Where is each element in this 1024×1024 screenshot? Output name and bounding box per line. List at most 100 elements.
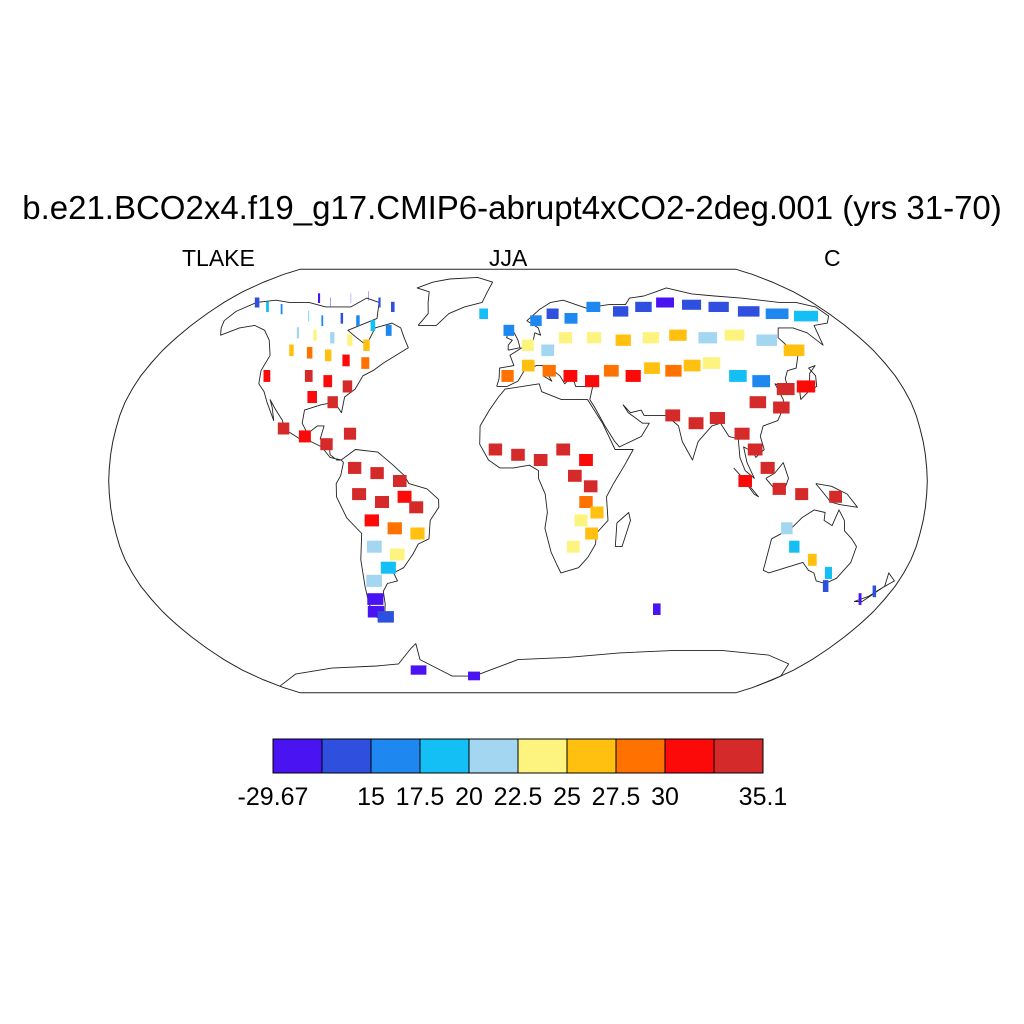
data-cell — [563, 370, 578, 382]
north-america-coast — [220, 297, 409, 461]
colorbar-tick-label: 35.1 — [738, 783, 788, 811]
colorbar-tick-label: -29.67 — [237, 783, 309, 811]
colorbar-swatch — [615, 738, 666, 774]
data-cell — [772, 482, 786, 495]
data-cell — [370, 467, 384, 480]
data-cell — [579, 496, 593, 508]
colorbar-tick-label: 30 — [651, 783, 679, 811]
data-cell — [872, 585, 877, 598]
variable-label: TLAKE — [182, 245, 255, 271]
data-cell — [644, 362, 660, 374]
data-cell — [370, 320, 376, 332]
data-cell — [682, 299, 702, 310]
data-cell — [583, 480, 598, 493]
data-cell — [347, 334, 353, 346]
data-cell — [574, 514, 588, 527]
colorbar-tick-label: 22.5 — [493, 783, 543, 811]
data-cell — [366, 540, 382, 553]
data-cell — [789, 540, 800, 553]
data-cell — [783, 344, 805, 357]
data-cell — [546, 308, 559, 319]
data-cell — [397, 490, 412, 503]
data-cell — [747, 443, 763, 456]
data-cell — [521, 339, 534, 351]
season-label: JJA — [489, 245, 528, 271]
data-cell — [533, 454, 548, 466]
data-cell — [558, 332, 573, 344]
data-cell — [564, 313, 578, 324]
data-cell — [266, 301, 269, 312]
data-cell — [586, 301, 601, 312]
madagascar-coast — [614, 512, 631, 548]
greenland-coast — [416, 276, 494, 326]
data-cell — [683, 359, 701, 372]
colorbar-swatch — [566, 738, 617, 774]
data-cell — [361, 357, 370, 369]
data-cell — [289, 344, 294, 357]
data-cell — [410, 665, 427, 675]
data-cell — [635, 301, 652, 312]
data-cell — [734, 427, 750, 440]
data-cell — [318, 293, 321, 303]
data-cell — [380, 561, 396, 574]
data-cell — [377, 611, 394, 623]
data-cell — [307, 391, 317, 403]
colorbar-swatch — [272, 738, 323, 774]
data-cell — [323, 375, 333, 388]
colorbar-swatch — [321, 738, 372, 774]
data-cell — [389, 548, 405, 561]
colorbar-swatch — [713, 738, 764, 774]
data-cell — [501, 370, 514, 382]
data-cell — [320, 438, 333, 451]
data-cell — [342, 354, 350, 367]
data-cell — [749, 396, 767, 409]
colorbar-tick-label: 27.5 — [591, 783, 641, 811]
data-cell — [665, 364, 682, 377]
data-cell — [585, 375, 600, 388]
data-cell — [308, 310, 310, 322]
data-cell — [829, 490, 842, 503]
data-cell — [321, 315, 324, 327]
data-cell — [356, 315, 360, 327]
data-cell — [765, 308, 789, 319]
data-cell — [325, 349, 332, 362]
africa-coast — [479, 383, 634, 574]
data-cell — [352, 488, 367, 501]
data-cell — [568, 469, 582, 482]
colorbar-swatch — [468, 738, 519, 774]
data-cell — [702, 357, 721, 369]
data-cell — [367, 605, 385, 618]
data-cell — [340, 313, 344, 324]
data-cell — [590, 506, 604, 519]
data-cell — [603, 364, 619, 377]
data-cell — [342, 380, 353, 393]
data-cell — [378, 297, 381, 308]
data-cell — [794, 310, 818, 322]
data-cell — [796, 380, 816, 393]
data-cell — [615, 334, 631, 346]
data-cell — [795, 488, 809, 501]
data-cell — [385, 324, 392, 336]
data-cell — [306, 347, 313, 359]
data-cell — [364, 514, 379, 527]
data-cell — [503, 324, 515, 336]
data-cell — [752, 375, 771, 388]
data-cell — [807, 553, 817, 566]
data-cell — [298, 430, 311, 443]
data-cell — [410, 527, 425, 540]
units-label: C — [824, 245, 841, 271]
data-cell — [468, 671, 480, 681]
data-cell — [511, 448, 525, 461]
data-cell — [343, 427, 357, 440]
data-cell — [822, 580, 829, 592]
data-cell — [387, 522, 402, 535]
colorbar-swatch — [370, 738, 421, 774]
data-cell — [367, 593, 384, 605]
data-cell — [330, 297, 331, 308]
data-cell — [653, 603, 661, 615]
data-cell — [375, 496, 389, 508]
data-cell — [642, 332, 660, 344]
data-cell — [366, 574, 382, 587]
data-cell — [566, 540, 580, 553]
